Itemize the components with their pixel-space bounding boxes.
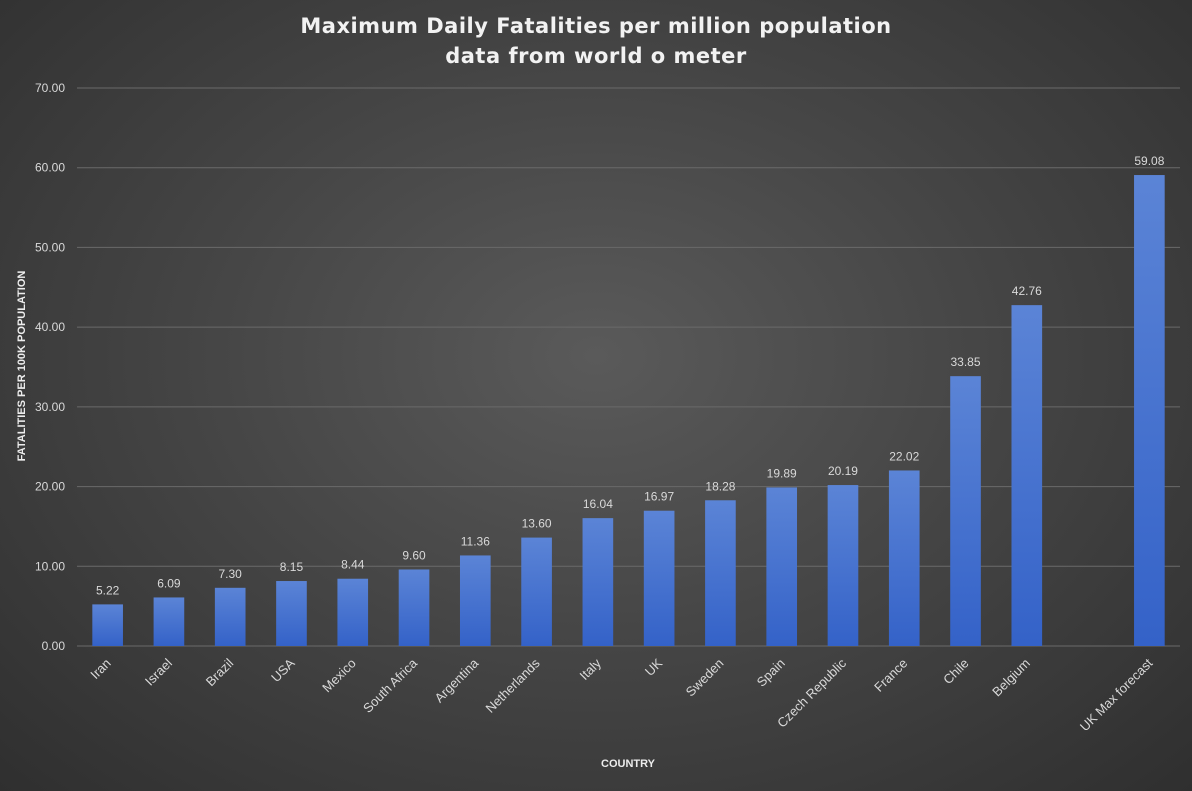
x-tick-label: Italy (577, 655, 605, 683)
y-tick-label: 60.00 (35, 161, 65, 175)
y-axis-ticks: 0.00 10.00 20.00 30.00 40.00 50.00 60.00 70.00 (35, 81, 65, 653)
x-tick-label: Mexico (319, 656, 359, 696)
y-tick-label: 0.00 (42, 639, 66, 653)
bar (766, 487, 798, 646)
data-label: 33.85 (951, 355, 981, 369)
y-tick-label: 30.00 (35, 400, 65, 414)
x-tick-label: Chile (940, 656, 972, 688)
data-label: 11.36 (461, 534, 490, 548)
bar (214, 587, 246, 646)
x-tick-label: France (871, 656, 910, 695)
bar (827, 485, 859, 646)
bar (153, 597, 185, 646)
x-tick-label: Argentina (431, 655, 482, 706)
data-label: 5.22 (96, 583, 120, 597)
bar (705, 500, 736, 646)
x-tick-label: Iran (87, 656, 113, 682)
data-label: 9.60 (402, 548, 426, 562)
bar (459, 555, 491, 646)
y-axis-title: FATALITIES PER 100K POPULATION (16, 271, 28, 462)
x-tick-label: UK (642, 655, 666, 679)
data-label: 20.19 (828, 464, 858, 478)
y-tick-label: 20.00 (35, 480, 65, 494)
bar (950, 376, 981, 646)
data-label: 13.60 (522, 517, 552, 531)
data-label: 16.97 (644, 490, 674, 504)
x-tick-label: USA (268, 655, 298, 685)
x-tick-label: South Africa (360, 655, 421, 716)
bar (1011, 305, 1043, 646)
data-labels: 5.22 6.09 7.30 8.15 8.44 9.60 11.36 13.60 16.04 1… (96, 154, 1165, 597)
y-tick-label: 40.00 (35, 320, 65, 334)
data-label: 6.09 (157, 576, 181, 590)
x-tick-label: Israel (142, 655, 175, 688)
x-tick-label: Belgium (989, 656, 1033, 700)
data-label: 8.15 (280, 560, 304, 574)
data-label: 19.89 (767, 466, 797, 480)
data-label: 16.04 (583, 497, 613, 511)
x-tick-label: Sweden (683, 656, 727, 700)
y-tick-label: 50.00 (35, 240, 65, 254)
x-axis-title: COUNTRY (601, 758, 656, 770)
bar (888, 470, 920, 646)
data-label: 7.30 (219, 567, 243, 581)
x-tick-label: Netherlands (483, 655, 544, 716)
x-tick-label: Spain (754, 656, 788, 690)
chart-title-line-1: Maximum Daily Fatalities per million pop… (300, 14, 891, 38)
y-tick-label: 10.00 (35, 559, 65, 573)
data-label: 59.08 (1134, 154, 1164, 168)
data-label: 22.02 (889, 449, 919, 463)
bar (582, 518, 614, 646)
x-tick-label: UK Max forecast (1077, 655, 1156, 734)
bars (92, 175, 1165, 646)
x-axis-categories: Iran Israel Brazil USA Mexico South Africa Arg… (87, 655, 1155, 734)
bar (276, 581, 307, 646)
data-label: 42.76 (1012, 284, 1042, 298)
data-label: 8.44 (341, 558, 365, 572)
bar (643, 510, 675, 646)
y-tick-label: 70.00 (35, 81, 65, 95)
bar (398, 569, 430, 646)
bar (521, 537, 552, 646)
x-tick-label: Brazil (203, 655, 237, 689)
bar (337, 578, 369, 646)
data-label: 18.28 (705, 479, 735, 493)
gridlines (77, 87, 1180, 647)
chart-title-line-2: data from world o meter (445, 44, 747, 68)
bar (1134, 175, 1165, 646)
bar (92, 604, 123, 646)
